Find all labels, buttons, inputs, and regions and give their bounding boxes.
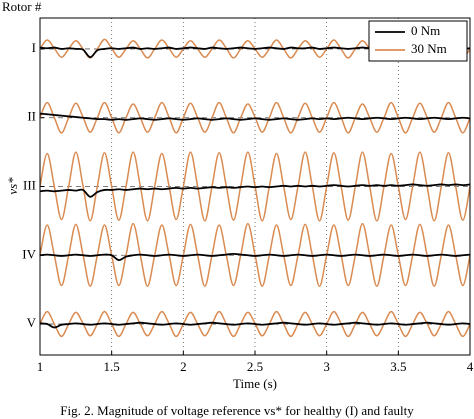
signal-line	[39, 252, 471, 261]
x-tick-label: 2	[180, 359, 187, 374]
row-title: Rotor #	[2, 0, 42, 14]
y-axis-label: vs*	[5, 177, 20, 195]
signal-line	[39, 112, 471, 121]
y-tick-label: I	[32, 40, 36, 55]
x-tick-label: 2.5	[247, 359, 263, 374]
y-tick-label: II	[27, 109, 36, 124]
y-tick-label: V	[27, 315, 37, 330]
legend-label: 0 Nm	[411, 23, 440, 38]
x-tick-label: 1	[37, 359, 44, 374]
signal-line	[39, 321, 471, 329]
y-tick-label: III	[23, 177, 36, 192]
y-tick-label: IV	[22, 246, 36, 261]
x-tick-label: 3.5	[390, 359, 406, 374]
legend-box	[368, 20, 468, 62]
x-tick-label: 3	[323, 359, 330, 374]
x-tick-label: 4	[467, 359, 474, 374]
x-axis-label: Time (s)	[233, 376, 277, 391]
caption: Fig. 2. Magnitude of voltage reference v…	[60, 403, 414, 418]
plot-frame	[39, 17, 471, 356]
signal-line	[39, 183, 471, 198]
legend-label: 30 Nm	[411, 41, 447, 56]
x-tick-label: 1.5	[104, 359, 120, 374]
